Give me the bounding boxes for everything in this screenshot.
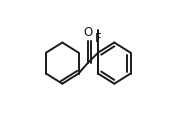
- Text: O: O: [83, 26, 93, 39]
- Text: F: F: [95, 32, 101, 45]
